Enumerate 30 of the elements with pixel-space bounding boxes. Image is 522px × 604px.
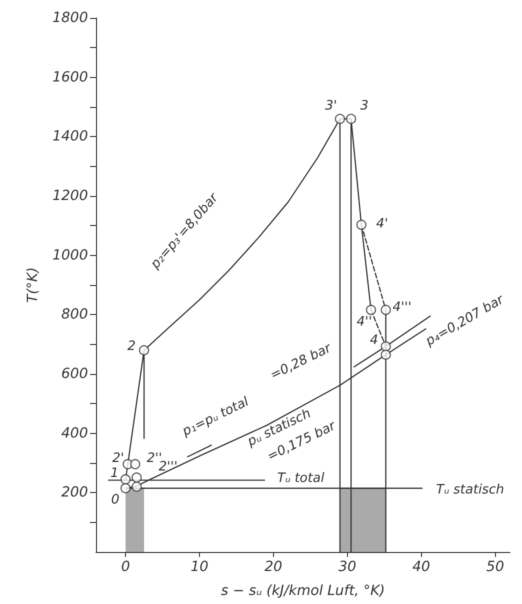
annotation: 2''': [158, 459, 178, 474]
y-tick-label: 1800: [52, 10, 88, 26]
annotation: Tᵤ statisch: [436, 482, 504, 498]
y-tick-label: 800: [61, 306, 88, 323]
y-tick-label: 600: [61, 366, 88, 382]
x-tick-label: 30: [338, 559, 356, 575]
annotation: 4': [376, 216, 388, 232]
y-tick-label: 1200: [52, 188, 88, 204]
annotation: 4''': [392, 300, 412, 315]
y-axis-title: T(°K): [25, 267, 41, 303]
y-tick-label: 200: [61, 484, 88, 501]
x-tick-label: 10: [190, 559, 208, 575]
y-tick-label: 1000: [52, 247, 88, 264]
y-tick-label: 400: [61, 425, 88, 442]
annotation: 2': [112, 451, 124, 466]
y-tick-label: 1600: [52, 69, 88, 86]
annotation: 3': [325, 98, 338, 114]
x-tick-label: 50: [486, 559, 504, 575]
x-axis-title: s − sᵤ (kJ/kmol Luft, °K): [220, 583, 386, 599]
annotation: 1: [110, 466, 119, 481]
annotation: Tᵤ total: [277, 470, 325, 486]
x-tick-label: 0: [121, 559, 130, 575]
annotation: 3: [360, 98, 368, 114]
annotation: 4'': [356, 314, 372, 330]
annotation: 4: [370, 332, 378, 348]
annotation: 0: [111, 492, 120, 508]
annotation: 2: [127, 339, 136, 354]
x-tick-label: 40: [412, 559, 430, 575]
x-tick-label: 20: [264, 559, 282, 575]
y-tick-label: 1400: [52, 128, 88, 145]
